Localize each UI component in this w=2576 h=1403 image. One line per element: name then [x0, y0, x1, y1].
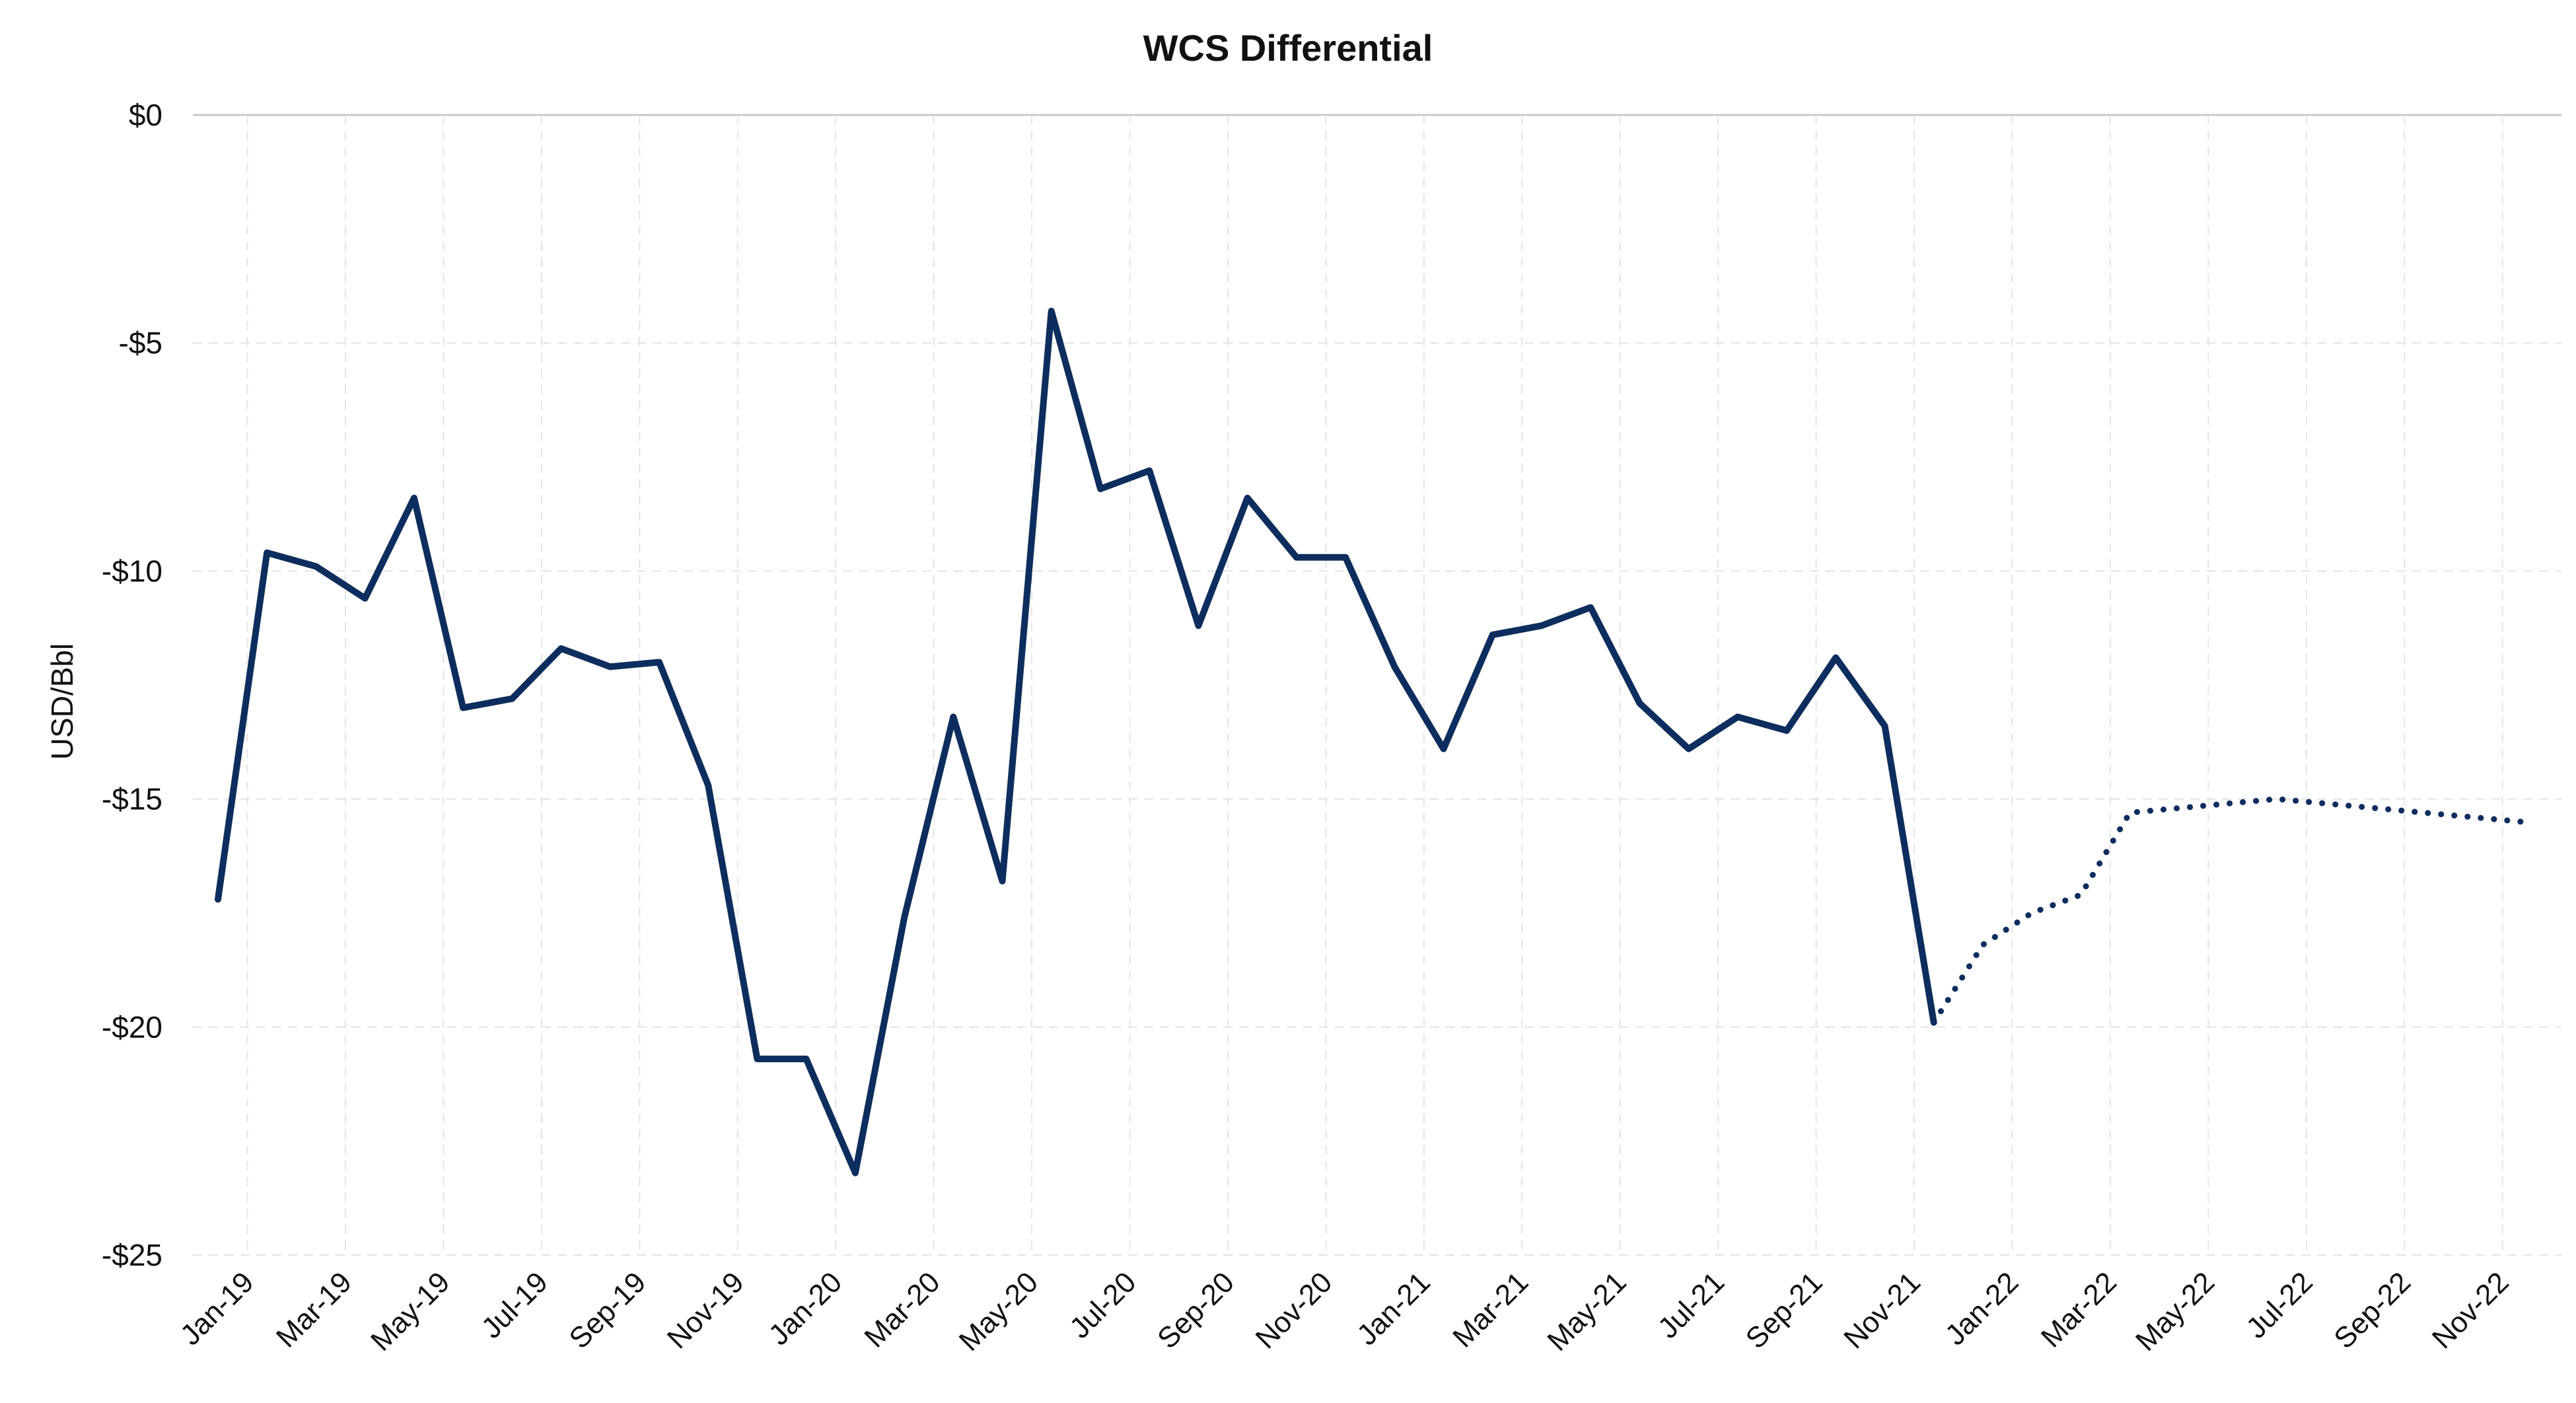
x-tick-label: Jul-21 — [1652, 1266, 1731, 1344]
x-tick-label: Sep-22 — [2328, 1266, 2417, 1355]
x-tick-label: May-22 — [2129, 1266, 2221, 1357]
y-axis-label: USD/Bbl — [45, 643, 79, 760]
data-point — [757, 1059, 758, 1060]
x-tick-label: Mar-21 — [1447, 1266, 1534, 1353]
chart-title: WCS Differential — [1143, 27, 1433, 69]
data-point — [1247, 497, 1248, 498]
data-point — [1933, 1022, 1934, 1023]
x-tick-label: May-21 — [1541, 1266, 1632, 1357]
data-point — [463, 707, 464, 708]
x-tick-label: Sep-19 — [563, 1266, 652, 1355]
data-point — [659, 662, 660, 663]
data-point — [1051, 310, 1052, 311]
x-tick-label: Mar-20 — [858, 1266, 946, 1353]
data-point — [512, 698, 513, 699]
y-tick-label: -$5 — [119, 326, 162, 360]
data-point — [2228, 803, 2229, 804]
data-point — [1443, 748, 1444, 749]
x-tick-label: Jul-20 — [1063, 1266, 1142, 1344]
data-point — [2423, 812, 2424, 813]
series — [215, 307, 2525, 1176]
y-tick-label: $0 — [129, 98, 162, 132]
x-tick-label: May-19 — [365, 1266, 456, 1357]
x-tick-label: Nov-22 — [2426, 1266, 2515, 1355]
x-tick-label: Mar-22 — [2035, 1266, 2123, 1353]
data-point — [267, 552, 268, 553]
x-tick-label: Jul-22 — [2240, 1266, 2318, 1344]
data-point — [904, 917, 905, 918]
y-tick-label: -$15 — [102, 782, 162, 816]
y-tick-label: -$10 — [102, 554, 162, 588]
axes: $0 -$5 -$10 -$15 -$20 -$25 Jan-19 Mar-19 May-19 J… — [102, 98, 2515, 1357]
data-point — [1688, 748, 1689, 749]
historical-series-line — [215, 307, 1937, 1176]
data-point — [1394, 666, 1395, 667]
x-tick-label: Jan-19 — [174, 1266, 260, 1351]
data-point — [2178, 808, 2179, 809]
x-tick-label: Jan-20 — [762, 1266, 848, 1351]
data-point — [2129, 812, 2130, 813]
y-tick-label: -$20 — [102, 1010, 162, 1044]
x-tick-label: Mar-19 — [270, 1266, 358, 1353]
data-point — [1884, 726, 1885, 727]
x-tick-label: May-20 — [953, 1266, 1044, 1357]
x-tick-label: Nov-20 — [1249, 1266, 1338, 1355]
x-tick-label: Nov-21 — [1838, 1266, 1927, 1355]
data-point — [413, 497, 414, 498]
data-point — [1296, 557, 1297, 558]
forecast-series-line — [1931, 796, 2525, 1026]
data-point — [2473, 817, 2474, 818]
x-tick-label: Jul-19 — [476, 1266, 554, 1344]
data-point — [1345, 557, 1346, 558]
x-tick-label: Jan-22 — [1939, 1266, 2025, 1351]
x-tick-label: Sep-20 — [1151, 1266, 1240, 1355]
grid — [193, 114, 2561, 1256]
x-tick-label: Jan-21 — [1351, 1266, 1437, 1351]
x-tick-label: Nov-19 — [661, 1266, 750, 1355]
data-point — [1149, 470, 1150, 471]
data-point — [218, 899, 219, 900]
x-tick-label: Sep-21 — [1740, 1266, 1829, 1355]
y-tick-label: -$25 — [102, 1238, 162, 1272]
